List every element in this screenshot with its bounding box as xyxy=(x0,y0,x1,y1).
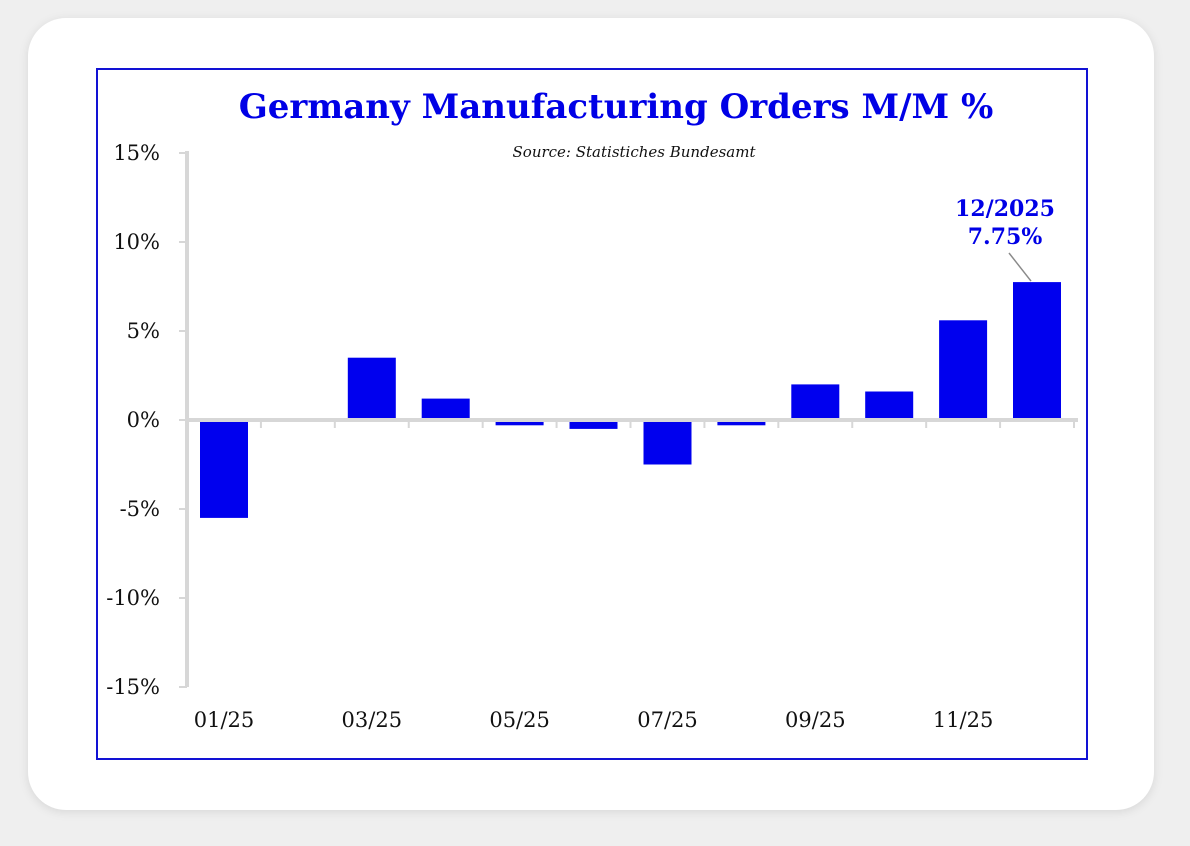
chart-frame xyxy=(96,68,1088,760)
bar-03-25 xyxy=(347,357,396,420)
y-tick-label: -5% xyxy=(120,497,160,521)
y-tick-label: 5% xyxy=(127,319,160,343)
x-tick-label: 11/25 xyxy=(933,708,994,732)
y-tick-label: 10% xyxy=(113,230,160,254)
x-tick-label: 05/25 xyxy=(489,708,550,732)
x-tick-label: 01/25 xyxy=(194,708,255,732)
x-tick-label: 09/25 xyxy=(785,708,846,732)
y-tick-label: 15% xyxy=(113,141,160,165)
y-tick-label: -10% xyxy=(106,586,160,610)
bar-12-25 xyxy=(1013,282,1061,420)
annotation-date: 12/2025 xyxy=(955,196,1055,222)
bars-layer xyxy=(200,282,1061,518)
annotation-value: 7.75% xyxy=(968,224,1043,250)
x-tick-label: 07/25 xyxy=(637,708,698,732)
labels-layer: 15% 10% 5% 0% -5% -10% -15% 01/25 03/25 05/25 07/2… xyxy=(106,141,993,732)
chart-subtitle: Source: Statistiches Bundesamt xyxy=(513,143,757,161)
bar-07-25 xyxy=(643,420,692,465)
y-tick-label: -15% xyxy=(106,675,160,699)
y-tick-label: 0% xyxy=(127,408,160,432)
bar-10-25 xyxy=(865,391,914,420)
chart-title: Germany Manufacturing Orders M/M % xyxy=(239,87,994,127)
axes-layer xyxy=(179,151,1078,688)
bar-05-25 xyxy=(495,420,544,426)
bar-09-25 xyxy=(791,384,840,420)
bar-08-25 xyxy=(717,420,766,426)
bar-04-25 xyxy=(421,398,470,420)
bar-06-25 xyxy=(569,420,618,429)
x-tick-label: 03/25 xyxy=(342,708,403,732)
bar-11-25 xyxy=(939,320,988,420)
bar-01-25 xyxy=(200,420,248,518)
annotation-leader-line xyxy=(1008,252,1032,282)
